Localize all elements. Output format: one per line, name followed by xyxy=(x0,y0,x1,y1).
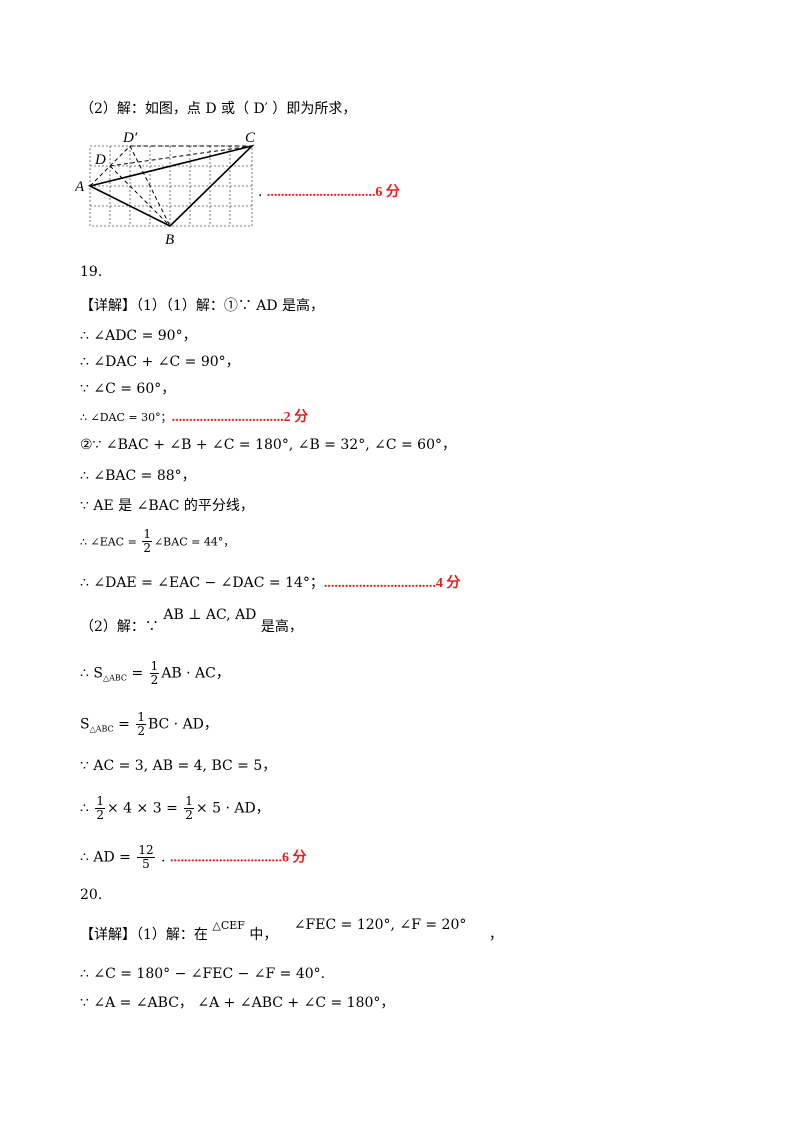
label-dprime: D′ xyxy=(122,130,138,146)
q20-line1: 【详解】（1）解：在 △CEF 中， ∠FEC = 120°, ∠F = 20°… xyxy=(80,917,503,943)
label-d: D xyxy=(94,152,106,168)
q19-line10: ∴ ∠DAE = ∠EAC − ∠DAC = 14°；.............… xyxy=(80,575,461,591)
q19-line7: ∴ ∠BAC = 88°， xyxy=(80,468,196,484)
label-c: C xyxy=(245,130,256,146)
q19-line3: ∴ ∠DAC + ∠C = 90°， xyxy=(80,354,240,370)
q19-line8: ∵ AE 是 ∠BAC 的平分线， xyxy=(80,498,254,514)
q19-number: 19. xyxy=(80,264,103,280)
q19-line2: ∴ ∠ADC = 90°， xyxy=(80,328,197,344)
q19-line5: ∴ ∠DAC = 30°；...........................… xyxy=(80,410,309,425)
q19-line11: （2）解：∵ AB ⊥ AC, AD 是高， xyxy=(80,607,303,635)
q19-line6: ②∵ ∠BAC + ∠B + ∠C = 180°, ∠B = 32°, ∠C =… xyxy=(80,437,456,453)
q19-line9: ∴ ∠EAC = 1 2 ∠BAC = 44°， xyxy=(80,527,235,555)
q19-line4: ∵ ∠C = 60°， xyxy=(80,381,176,397)
figure-score: . ...............................6 分 xyxy=(258,184,400,200)
q20-line2: ∴ ∠C = 180° − ∠FEC − ∠F = 40°. xyxy=(80,966,326,982)
part2-line: （2）解：如图，点 D 或（ D′ ）即为所求， xyxy=(80,101,357,117)
triangle-abc xyxy=(87,144,255,227)
q20-number: 20. xyxy=(80,887,103,903)
q19-line16: ∴ AD = 12 5 . ...........................… xyxy=(80,843,307,871)
score-6: ................................6 分 xyxy=(169,850,307,866)
q19-line13: S△ABC = 1 2 BC · AD， xyxy=(80,710,218,738)
score-4: ................................4 分 xyxy=(323,576,461,591)
label-a: A xyxy=(75,179,85,195)
q19-line15: ∴ 1 2 × 4 × 3 = 1 2 × 5 · AD， xyxy=(80,794,270,822)
grid-figure: A B C D D′ xyxy=(75,130,256,248)
dashed-construction xyxy=(89,145,253,227)
grid xyxy=(89,145,253,227)
q19-line1: 【详解】（1）（1）解：①∵ AD 是高， xyxy=(80,298,325,314)
q19-line12: ∴ S△ABC = 1 2 AB · AC， xyxy=(80,659,230,687)
q19-line14: ∵ AC = 3, AB = 4, BC = 5， xyxy=(80,758,277,774)
label-b: B xyxy=(165,232,174,248)
q20-line3: ∵ ∠A = ∠ABC， ∠A + ∠ABC + ∠C = 180°， xyxy=(80,995,395,1011)
score-2: ................................2 分 xyxy=(171,410,309,425)
